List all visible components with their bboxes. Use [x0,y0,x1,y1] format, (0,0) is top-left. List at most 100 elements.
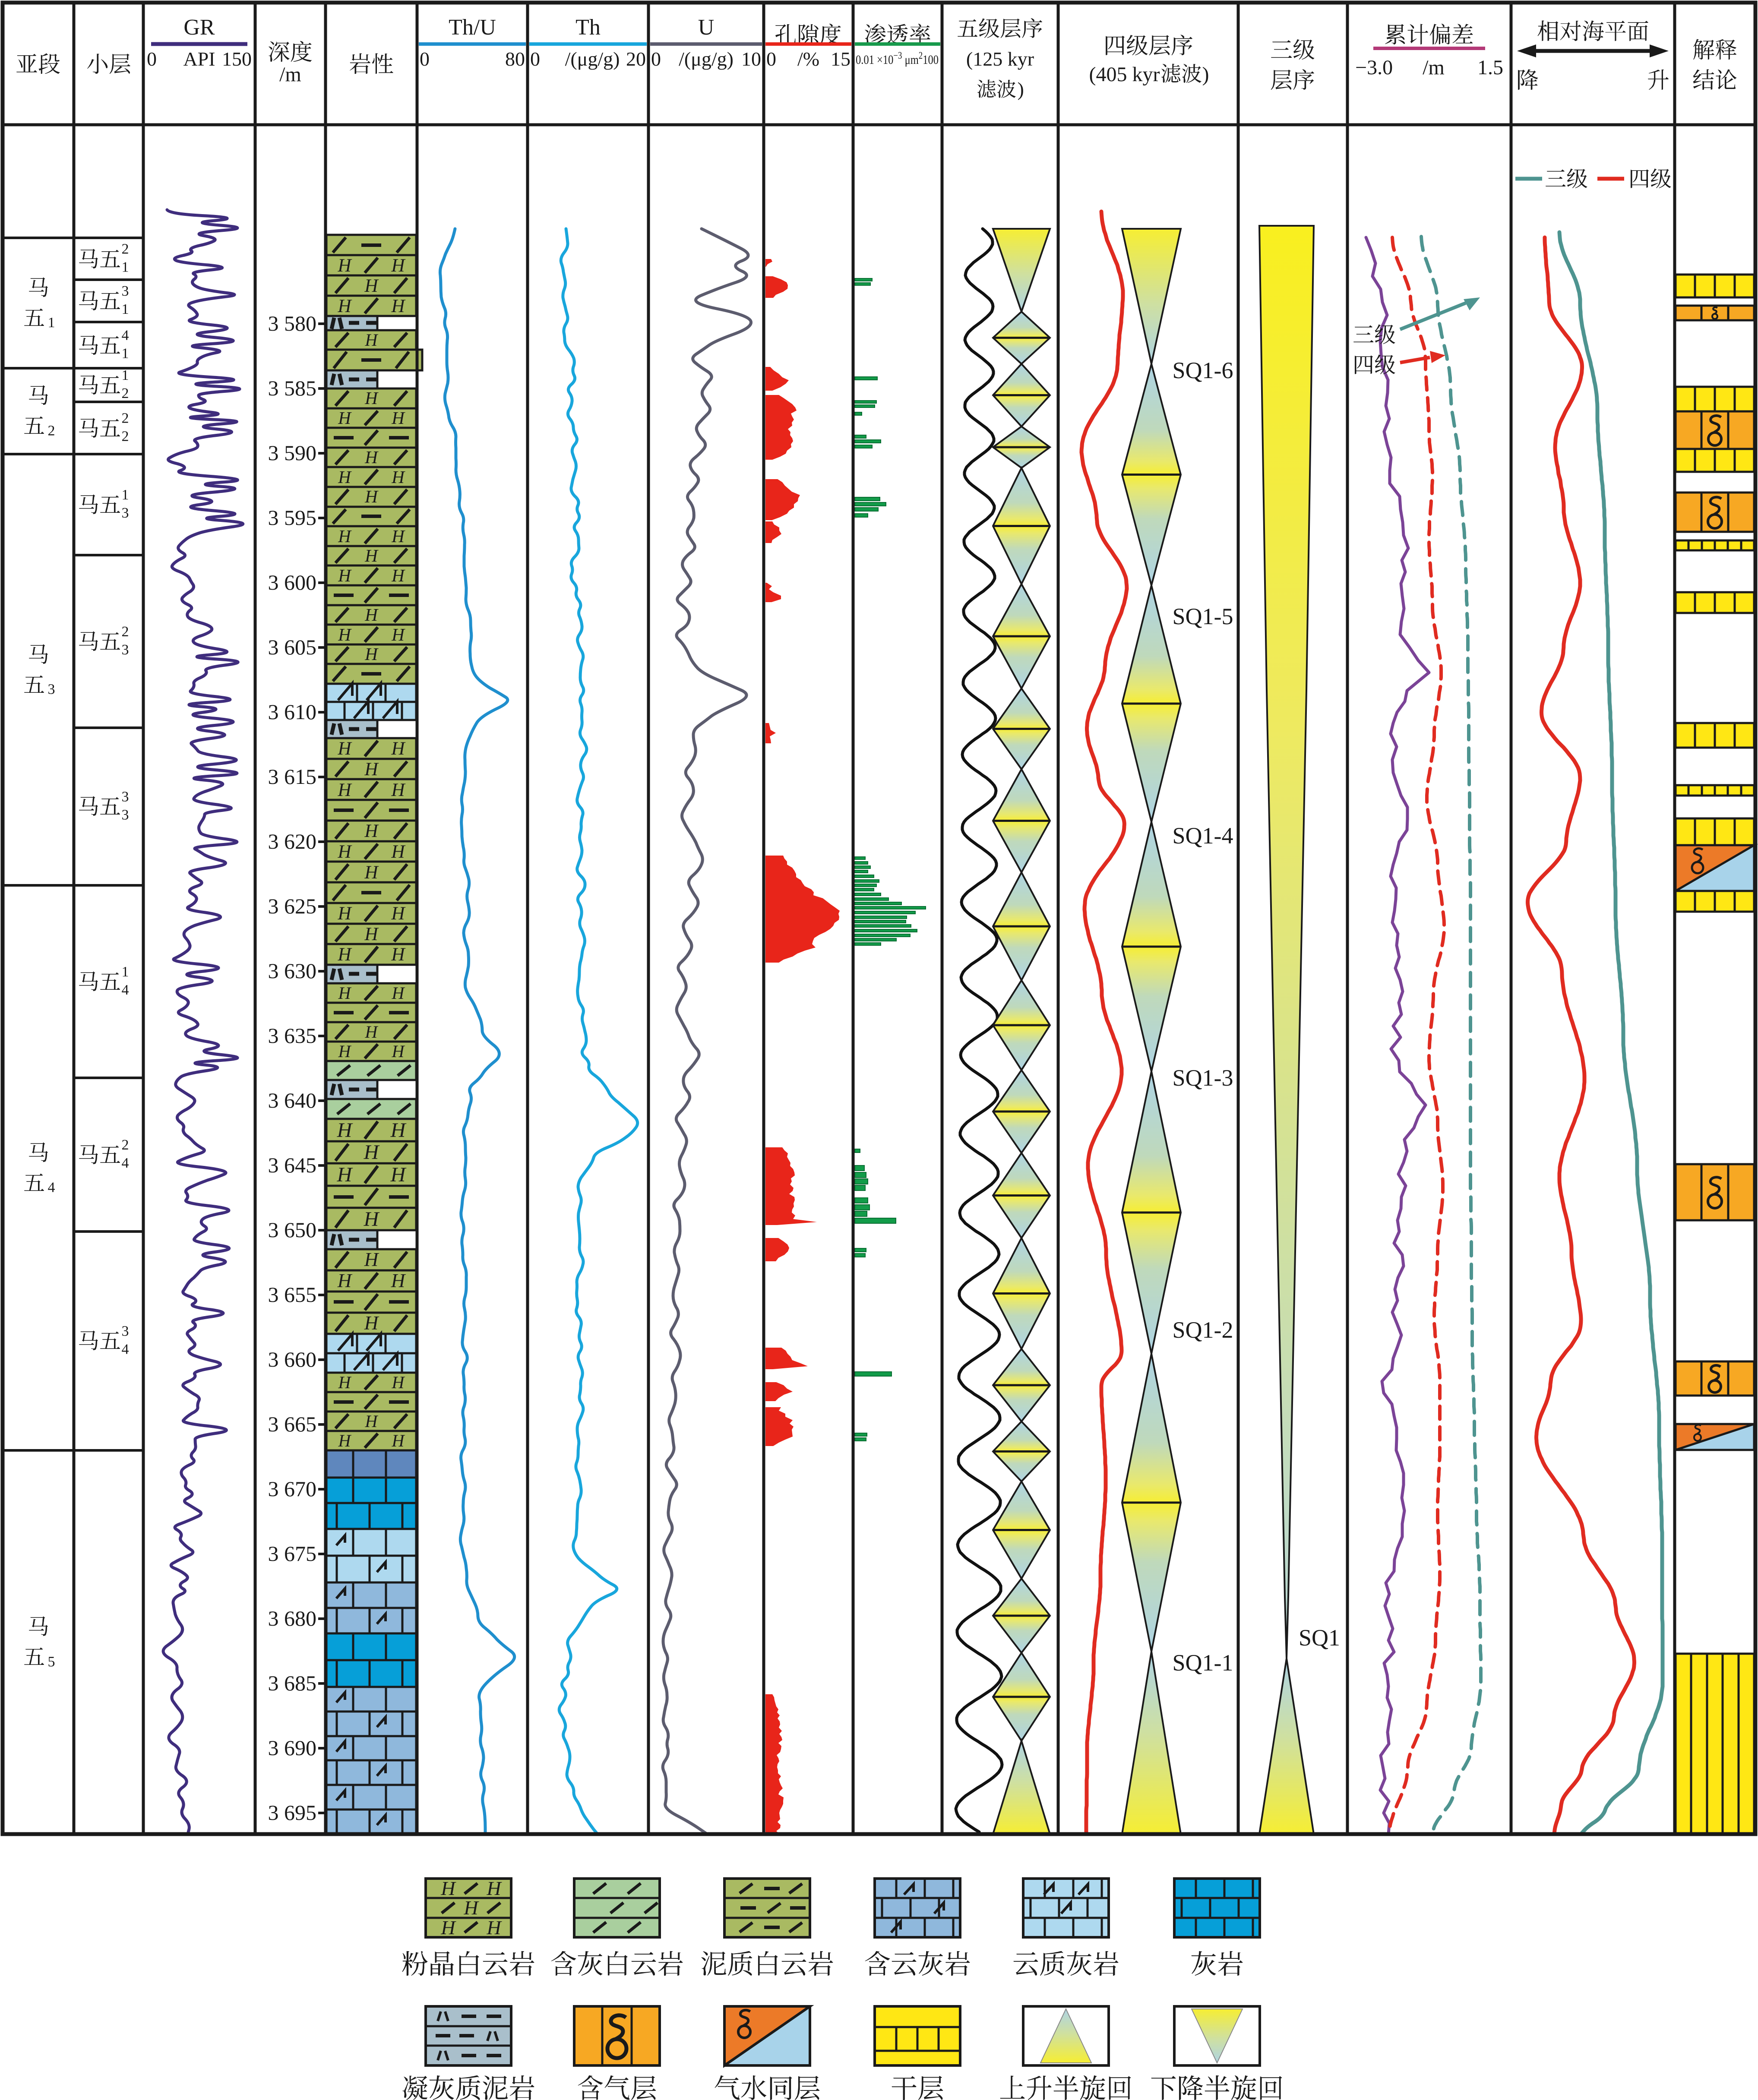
svg-text:H: H [337,842,352,862]
svg-text:3 600: 3 600 [268,570,317,594]
svg-text:H: H [364,1141,380,1164]
svg-text:3: 3 [122,505,129,521]
svg-text:H: H [391,1270,406,1292]
svg-text:3 605: 3 605 [268,635,317,659]
svg-text:SQ1: SQ1 [1299,1625,1340,1651]
svg-text:H: H [364,821,379,841]
svg-text:H: H [391,903,405,924]
svg-text:2: 2 [122,624,129,640]
svg-text:H: H [364,388,379,408]
svg-text:): ) [1202,63,1209,86]
svg-text:1: 1 [122,367,129,383]
svg-text:H: H [391,256,405,276]
svg-text:3 695: 3 695 [268,1800,317,1825]
svg-text:H: H [486,1917,502,1939]
svg-text:1: 1 [122,259,129,275]
svg-text:3 680: 3 680 [268,1606,317,1630]
svg-text:H: H [338,526,352,546]
svg-text:5: 5 [48,1654,55,1670]
svg-text:/(μg/g): /(μg/g) [679,48,734,70]
svg-text:H: H [364,862,379,883]
svg-text:1: 1 [48,315,55,331]
svg-text:H: H [391,408,405,428]
svg-text:3 655: 3 655 [268,1282,317,1307]
svg-text:H: H [391,296,405,316]
svg-text:3 675: 3 675 [268,1541,317,1566]
svg-text:3 630: 3 630 [268,959,317,983]
svg-text:0: 0 [147,48,157,70]
svg-text:4: 4 [122,1342,129,1358]
svg-text:U: U [698,15,715,40]
svg-text:SQ1-3: SQ1-3 [1172,1065,1233,1091]
svg-text:H: H [391,467,405,487]
svg-text:1: 1 [122,487,129,503]
svg-text:H: H [392,1373,405,1392]
svg-text:H: H [338,983,352,1003]
svg-text:H: H [337,1270,353,1292]
svg-text:3 665: 3 665 [268,1412,317,1436]
svg-text:H: H [390,1119,407,1142]
svg-text:H: H [391,565,405,585]
svg-text:3: 3 [122,789,129,805]
svg-text:1.5: 1.5 [1477,56,1503,79]
svg-text:3: 3 [122,283,129,299]
svg-text:−3.0: −3.0 [1355,56,1393,79]
svg-text:SQ1-5: SQ1-5 [1172,603,1233,629]
svg-text:H: H [392,1042,405,1061]
svg-text:GR: GR [183,15,215,40]
svg-text:H: H [364,1249,379,1270]
svg-text:3 635: 3 635 [268,1023,317,1048]
svg-text:H: H [391,625,405,644]
svg-text:4: 4 [122,982,129,998]
svg-text:H: H [391,739,405,759]
svg-text:H: H [365,330,379,350]
svg-text:H: H [440,1877,456,1899]
svg-text:H: H [364,486,379,506]
svg-text:3 620: 3 620 [268,829,317,853]
svg-text:H: H [486,1877,502,1899]
svg-text:H: H [364,276,379,296]
svg-text:API: API [183,48,215,70]
svg-text:3 660: 3 660 [268,1347,317,1371]
svg-text:H: H [391,944,405,965]
svg-text:4: 4 [48,1180,55,1196]
svg-text:): ) [1018,78,1024,100]
svg-text:H: H [364,1208,380,1231]
svg-text:(405 kyr: (405 kyr [1089,63,1160,86]
svg-text:H: H [391,842,405,862]
svg-text:2: 2 [122,411,129,426]
svg-text:H: H [337,1163,353,1186]
svg-text:H: H [337,256,352,276]
svg-text:1: 1 [122,301,129,317]
svg-text:H: H [364,1312,379,1334]
svg-text:3 580: 3 580 [268,311,317,335]
svg-text:3 595: 3 595 [268,505,317,530]
svg-text:3 650: 3 650 [268,1218,317,1242]
svg-text:3 610: 3 610 [268,700,317,724]
svg-text:/m: /m [1423,56,1445,79]
svg-text:H: H [337,1119,353,1142]
svg-text:/(μg/g): /(μg/g) [565,48,620,70]
svg-text:3 640: 3 640 [268,1088,317,1112]
svg-text:H: H [364,546,379,565]
svg-text:0: 0 [420,48,430,70]
svg-text:2: 2 [48,423,55,439]
svg-text:3 685: 3 685 [268,1671,317,1695]
svg-text:SQ1-4: SQ1-4 [1172,823,1233,849]
svg-text:H: H [364,644,379,664]
svg-text:2: 2 [122,385,129,401]
svg-text:H: H [365,1022,379,1042]
svg-text:H: H [392,983,405,1003]
svg-text:H: H [364,924,379,944]
svg-text:SQ1-1: SQ1-1 [1172,1650,1233,1676]
svg-text:(125 kyr: (125 kyr [966,48,1034,70]
svg-text:3 690: 3 690 [268,1736,317,1760]
svg-text:H: H [364,447,379,467]
svg-text:150: 150 [222,48,252,70]
svg-text:80: 80 [505,48,525,70]
svg-text:H: H [338,565,352,585]
svg-text:3 615: 3 615 [268,764,317,789]
svg-text:H: H [391,780,405,800]
svg-text:10: 10 [741,48,761,70]
svg-text:20: 20 [626,48,646,70]
